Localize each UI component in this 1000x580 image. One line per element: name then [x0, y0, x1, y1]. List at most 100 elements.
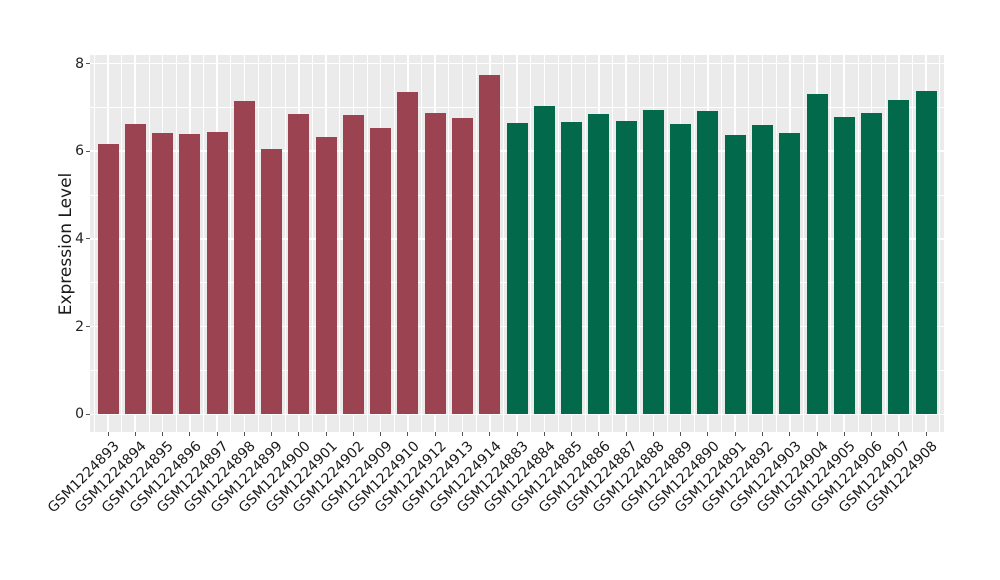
bar-GSM1224909 [370, 128, 392, 415]
x-tick-mark [571, 432, 573, 436]
gridline-minor-vertical [639, 55, 641, 432]
x-tick-mark [298, 432, 300, 436]
bar-GSM1224912 [424, 112, 446, 415]
x-tick-mark [871, 432, 873, 436]
gridline-minor-vertical [939, 55, 941, 432]
bar-GSM1224893 [97, 144, 119, 415]
x-tick-mark [789, 432, 791, 436]
gridline-minor-vertical [530, 55, 532, 432]
gridline-minor-vertical [884, 55, 886, 432]
x-tick-mark [543, 432, 545, 436]
bar-GSM1224892 [751, 124, 773, 415]
gridline-minor-vertical [857, 55, 859, 432]
gridline-minor-vertical [230, 55, 232, 432]
gridline-minor-vertical [693, 55, 695, 432]
bar-GSM1224894 [124, 124, 146, 415]
x-tick-mark [243, 432, 245, 436]
gridline-minor-vertical [448, 55, 450, 432]
x-tick-mark [462, 432, 463, 436]
y-tick-mark [86, 413, 90, 415]
y-tick-label: 0 [75, 406, 84, 423]
gridline-minor-vertical [257, 55, 259, 432]
bar-GSM1224886 [588, 114, 610, 415]
plot-panel [90, 55, 944, 432]
x-tick-mark [325, 432, 327, 436]
bar-GSM1224905 [833, 117, 855, 415]
bar-GSM1224887 [615, 121, 637, 415]
x-tick-mark [816, 432, 818, 436]
x-tick-mark [516, 432, 518, 436]
x-tick-mark [843, 432, 845, 436]
gridline-minor-vertical [584, 55, 586, 432]
y-tick-mark [86, 238, 90, 240]
x-tick-mark [598, 432, 600, 436]
gridline-minor-vertical [366, 55, 368, 432]
gridline-minor-vertical [175, 55, 177, 432]
bar-GSM1224885 [561, 121, 583, 415]
gridline-minor-vertical [284, 55, 286, 432]
bar-GSM1224899 [261, 149, 283, 415]
x-tick-mark [134, 432, 136, 436]
bar-GSM1224914 [479, 74, 501, 415]
y-tick-label: 6 [75, 143, 84, 160]
bar-GSM1224903 [779, 133, 801, 415]
bar-GSM1224906 [861, 112, 883, 415]
gridline-minor-vertical [830, 55, 832, 432]
y-tick-mark [86, 63, 90, 65]
x-tick-mark [625, 432, 627, 436]
x-tick-mark [707, 432, 709, 436]
gridline-minor-vertical [203, 55, 204, 432]
bar-GSM1224907 [888, 100, 910, 415]
bar-GSM1224884 [533, 105, 555, 415]
gridline-minor-vertical [421, 55, 423, 432]
x-tick-mark [271, 432, 273, 436]
x-tick-mark [216, 432, 218, 436]
x-tick-mark [352, 432, 354, 436]
bar-GSM1224888 [642, 109, 664, 415]
x-tick-mark [734, 432, 736, 436]
gridline-minor-vertical [93, 55, 95, 432]
gridline-minor-vertical [775, 55, 777, 432]
bar-GSM1224883 [506, 123, 528, 415]
y-tick-label: 8 [75, 55, 84, 72]
x-tick-mark [898, 432, 900, 436]
bar-GSM1224890 [697, 110, 719, 415]
gridline-minor-vertical [666, 55, 668, 432]
bar-GSM1224900 [288, 113, 310, 415]
x-tick-mark [407, 432, 409, 436]
bar-GSM1224896 [179, 134, 201, 415]
gridline-minor-vertical [912, 55, 913, 432]
x-tick-mark [107, 432, 109, 436]
x-tick-mark [761, 432, 763, 436]
x-tick-mark [189, 432, 191, 436]
bar-GSM1224910 [397, 92, 419, 415]
x-tick-mark [434, 432, 436, 436]
x-tick-mark [925, 432, 927, 436]
x-tick-mark [680, 432, 682, 436]
gridline-minor-vertical [312, 55, 314, 432]
y-tick-mark [86, 326, 90, 328]
bar-GSM1224895 [152, 132, 174, 415]
x-tick-mark [652, 432, 654, 436]
gridline-minor-vertical [557, 55, 559, 432]
x-tick-mark [489, 432, 491, 436]
bar-GSM1224901 [315, 136, 337, 415]
bar-GSM1224897 [206, 131, 228, 415]
gridline-minor-vertical [148, 55, 150, 432]
gridline-minor-vertical [612, 55, 613, 432]
bar-GSM1224898 [233, 101, 255, 415]
x-tick-mark [380, 432, 382, 436]
y-tick-label: 2 [75, 318, 84, 335]
gridline-minor-vertical [503, 55, 504, 432]
gridline-minor-vertical [802, 55, 804, 432]
gridline-minor-vertical [748, 55, 750, 432]
bar-GSM1224908 [915, 91, 937, 415]
y-tick-label: 4 [75, 230, 84, 247]
bar-GSM1224889 [670, 124, 692, 415]
gridline-minor-vertical [475, 55, 477, 432]
gridline-minor-vertical [121, 55, 123, 432]
bar-GSM1224904 [806, 94, 828, 415]
bar-GSM1224891 [724, 134, 746, 415]
bar-GSM1224913 [452, 117, 473, 415]
